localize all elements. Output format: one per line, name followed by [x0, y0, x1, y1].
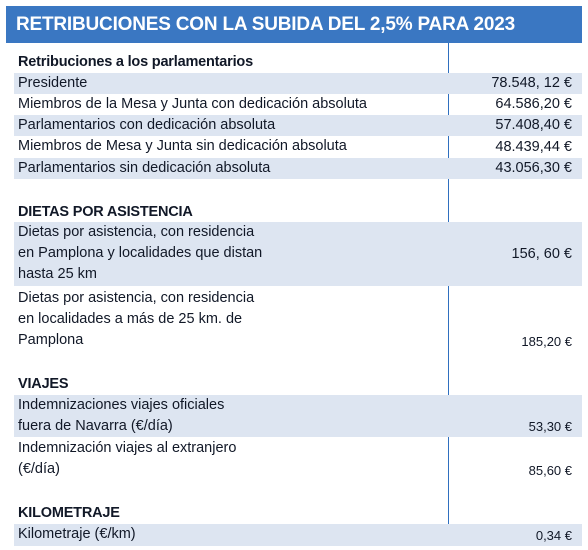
row-label: Kilometraje (€/km) [18, 526, 136, 542]
row-label-line: Dietas por asistencia, con residencia [18, 290, 255, 306]
row-label: Presidente [18, 75, 88, 91]
row-label-line: Indemnización viajes al extranjero [18, 440, 237, 456]
row-value: 53,30 € [528, 419, 572, 434]
row-label: Miembros de la Mesa y Junta con dedicaci… [18, 96, 367, 112]
table-row: Presidente 78.548, 12 € [14, 73, 582, 94]
row-value: 78.548, 12 € [491, 75, 572, 91]
row-label-line: (€/día) [18, 461, 60, 477]
row-label: Parlamentarios con dedicación absoluta [18, 117, 276, 133]
table-row: Kilometraje (€/km) 0,34 € [14, 524, 582, 546]
row-label: Dietas por asistencia, con residencia en… [18, 222, 446, 285]
row-value: 64.586,20 € [495, 96, 572, 112]
table-row: Dietas por asistencia, con residencia en… [14, 222, 582, 286]
row-label-line: hasta 25 km [18, 266, 97, 282]
table-row: Miembros de Mesa y Junta sin dedicación … [14, 136, 582, 158]
table-row: Parlamentarios con dedicación absoluta 5… [14, 115, 582, 136]
row-label-line: fuera de Navarra (€/día) [18, 418, 173, 434]
row-label-line: en localidades a más de 25 km. de [18, 311, 243, 327]
row-value: 0,34 € [535, 528, 572, 543]
table-row: Indemnización viajes al extranjero (€/dí… [14, 438, 582, 481]
table-row: Indemnizaciones viajes oficiales fuera d… [14, 395, 582, 437]
row-label: Indemnización viajes al extranjero (€/dí… [18, 438, 446, 480]
table-row: Dietas por asistencia, con residencia en… [14, 288, 582, 352]
row-label-line: Indemnizaciones viajes oficiales [18, 397, 225, 413]
row-value: 85,60 € [528, 463, 572, 478]
row-value: 48.439,44 € [495, 139, 572, 155]
row-value: 43.056,30 € [495, 160, 572, 176]
row-label: Indemnizaciones viajes oficiales fuera d… [18, 395, 446, 437]
row-value: 156, 60 € [511, 246, 572, 262]
row-label: Parlamentarios sin dedicación absoluta [18, 160, 271, 176]
row-value: 185,20 € [521, 334, 572, 349]
row-label-line: Dietas por asistencia, con residencia [18, 224, 255, 240]
row-label-line: en Pamplona y localidades que distan [18, 245, 263, 261]
row-label-line: Pamplona [18, 332, 84, 348]
section-heading-parlamentarios: Retribuciones a los parlamentarios [18, 54, 253, 70]
table-row: Parlamentarios sin dedicación absoluta 4… [14, 158, 582, 179]
section-heading-dietas: DIETAS POR ASISTENCIA [18, 204, 193, 220]
section-heading-viajes: VIAJES [18, 376, 69, 392]
table-row: Miembros de la Mesa y Junta con dedicaci… [14, 94, 582, 115]
row-label: Miembros de Mesa y Junta sin dedicación … [18, 138, 347, 154]
table-title: RETRIBUCIONES CON LA SUBIDA DEL 2,5% PAR… [6, 6, 582, 43]
row-label: Dietas por asistencia, con residencia en… [18, 288, 446, 351]
column-divider [448, 43, 449, 546]
row-value: 57.408,40 € [495, 117, 572, 133]
section-heading-kilometraje: KILOMETRAJE [18, 505, 120, 521]
